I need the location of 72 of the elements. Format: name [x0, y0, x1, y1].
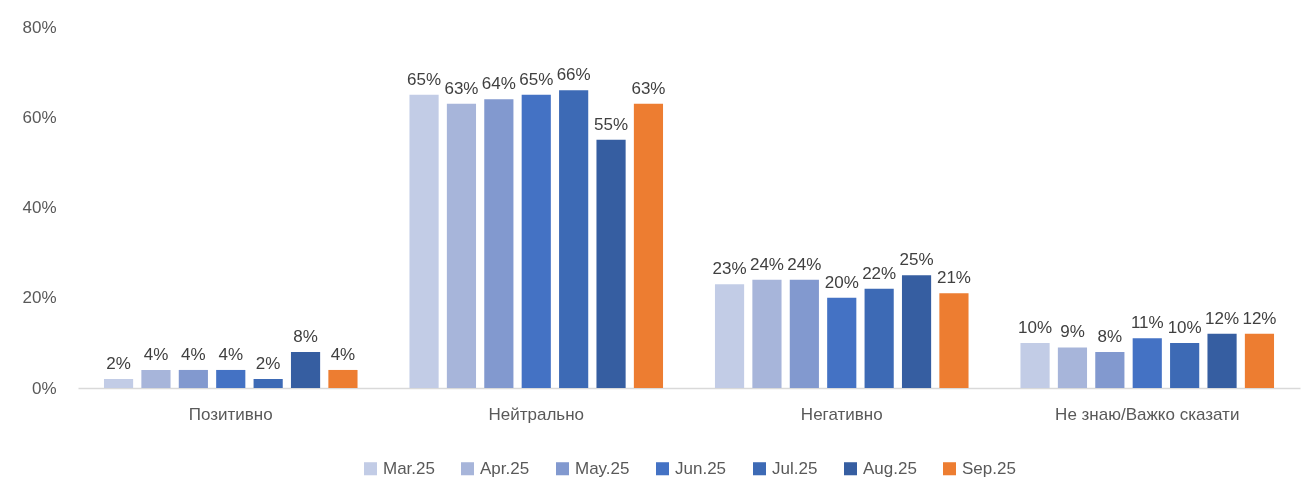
data-label: 8%	[293, 326, 318, 346]
data-label: 24%	[787, 254, 822, 274]
y-tick-label: 20%	[22, 288, 57, 308]
data-label: 4%	[218, 344, 244, 364]
bar	[1244, 333, 1275, 388]
legend-label: Jun.25	[675, 458, 727, 478]
bar	[1207, 333, 1237, 388]
legend-label: Jul.25	[772, 458, 818, 478]
data-label: 63%	[444, 78, 479, 98]
data-label: 66%	[556, 65, 591, 85]
data-label: 25%	[899, 250, 934, 270]
data-label: 12%	[1205, 308, 1240, 328]
data-label: 21%	[936, 268, 971, 288]
bar	[939, 293, 969, 388]
data-label: 8%	[1097, 326, 1123, 346]
x-tick-label: Негативно	[800, 404, 883, 424]
data-label: 12%	[1242, 308, 1277, 328]
data-label: 65%	[407, 69, 442, 89]
bar	[1020, 342, 1050, 388]
bar	[752, 279, 782, 388]
bar	[521, 94, 551, 388]
data-label: 10%	[1018, 317, 1053, 337]
x-tick-label: Позитивно	[188, 404, 273, 424]
bar	[141, 369, 171, 388]
bar	[1170, 342, 1200, 388]
bar	[596, 139, 626, 388]
data-label: 24%	[749, 254, 784, 274]
bar	[328, 369, 358, 388]
data-label: 10%	[1167, 317, 1202, 337]
data-label: 20%	[824, 272, 859, 292]
bar	[827, 297, 857, 388]
bar	[714, 284, 745, 388]
bar	[216, 369, 246, 388]
bar	[446, 103, 477, 388]
bar	[789, 279, 819, 388]
y-tick-label: 80%	[22, 17, 57, 37]
legend-label: Mar.25	[383, 458, 435, 478]
x-tick-label: Не знаю/Важко сказати	[1055, 404, 1240, 424]
data-label: 22%	[862, 263, 897, 283]
bar	[1057, 347, 1088, 388]
bar	[633, 103, 664, 388]
bar	[178, 369, 208, 388]
data-label: 65%	[519, 69, 554, 89]
bar	[901, 275, 932, 388]
data-label: 9%	[1060, 322, 1085, 342]
bar	[253, 378, 283, 388]
data-label: 64%	[481, 74, 516, 94]
y-tick-label: 0%	[31, 378, 57, 398]
legend-label: Apr.25	[480, 458, 530, 478]
legend-label: May.25	[575, 458, 630, 478]
y-tick-label: 40%	[22, 198, 57, 217]
bar	[103, 378, 134, 388]
bar	[409, 94, 439, 388]
data-label: 63%	[631, 78, 666, 98]
data-label: 2%	[255, 353, 281, 373]
data-label: 11%	[1130, 313, 1164, 333]
data-label: 55%	[594, 114, 629, 134]
bar	[1095, 351, 1125, 388]
bar	[484, 99, 514, 388]
bar	[864, 288, 894, 388]
legend-label: Aug.25	[863, 458, 917, 478]
data-label: 4%	[143, 344, 169, 364]
bar	[290, 351, 321, 388]
legend-label: Sep.25	[962, 458, 1016, 478]
bar	[559, 90, 589, 388]
data-label: 2%	[106, 353, 131, 373]
data-label: 4%	[330, 344, 356, 364]
x-tick-label: Нейтрально	[488, 404, 585, 424]
data-label: 23%	[712, 259, 747, 279]
y-tick-label: 60%	[22, 107, 57, 127]
data-label: 4%	[181, 344, 206, 364]
bar	[1132, 338, 1162, 388]
